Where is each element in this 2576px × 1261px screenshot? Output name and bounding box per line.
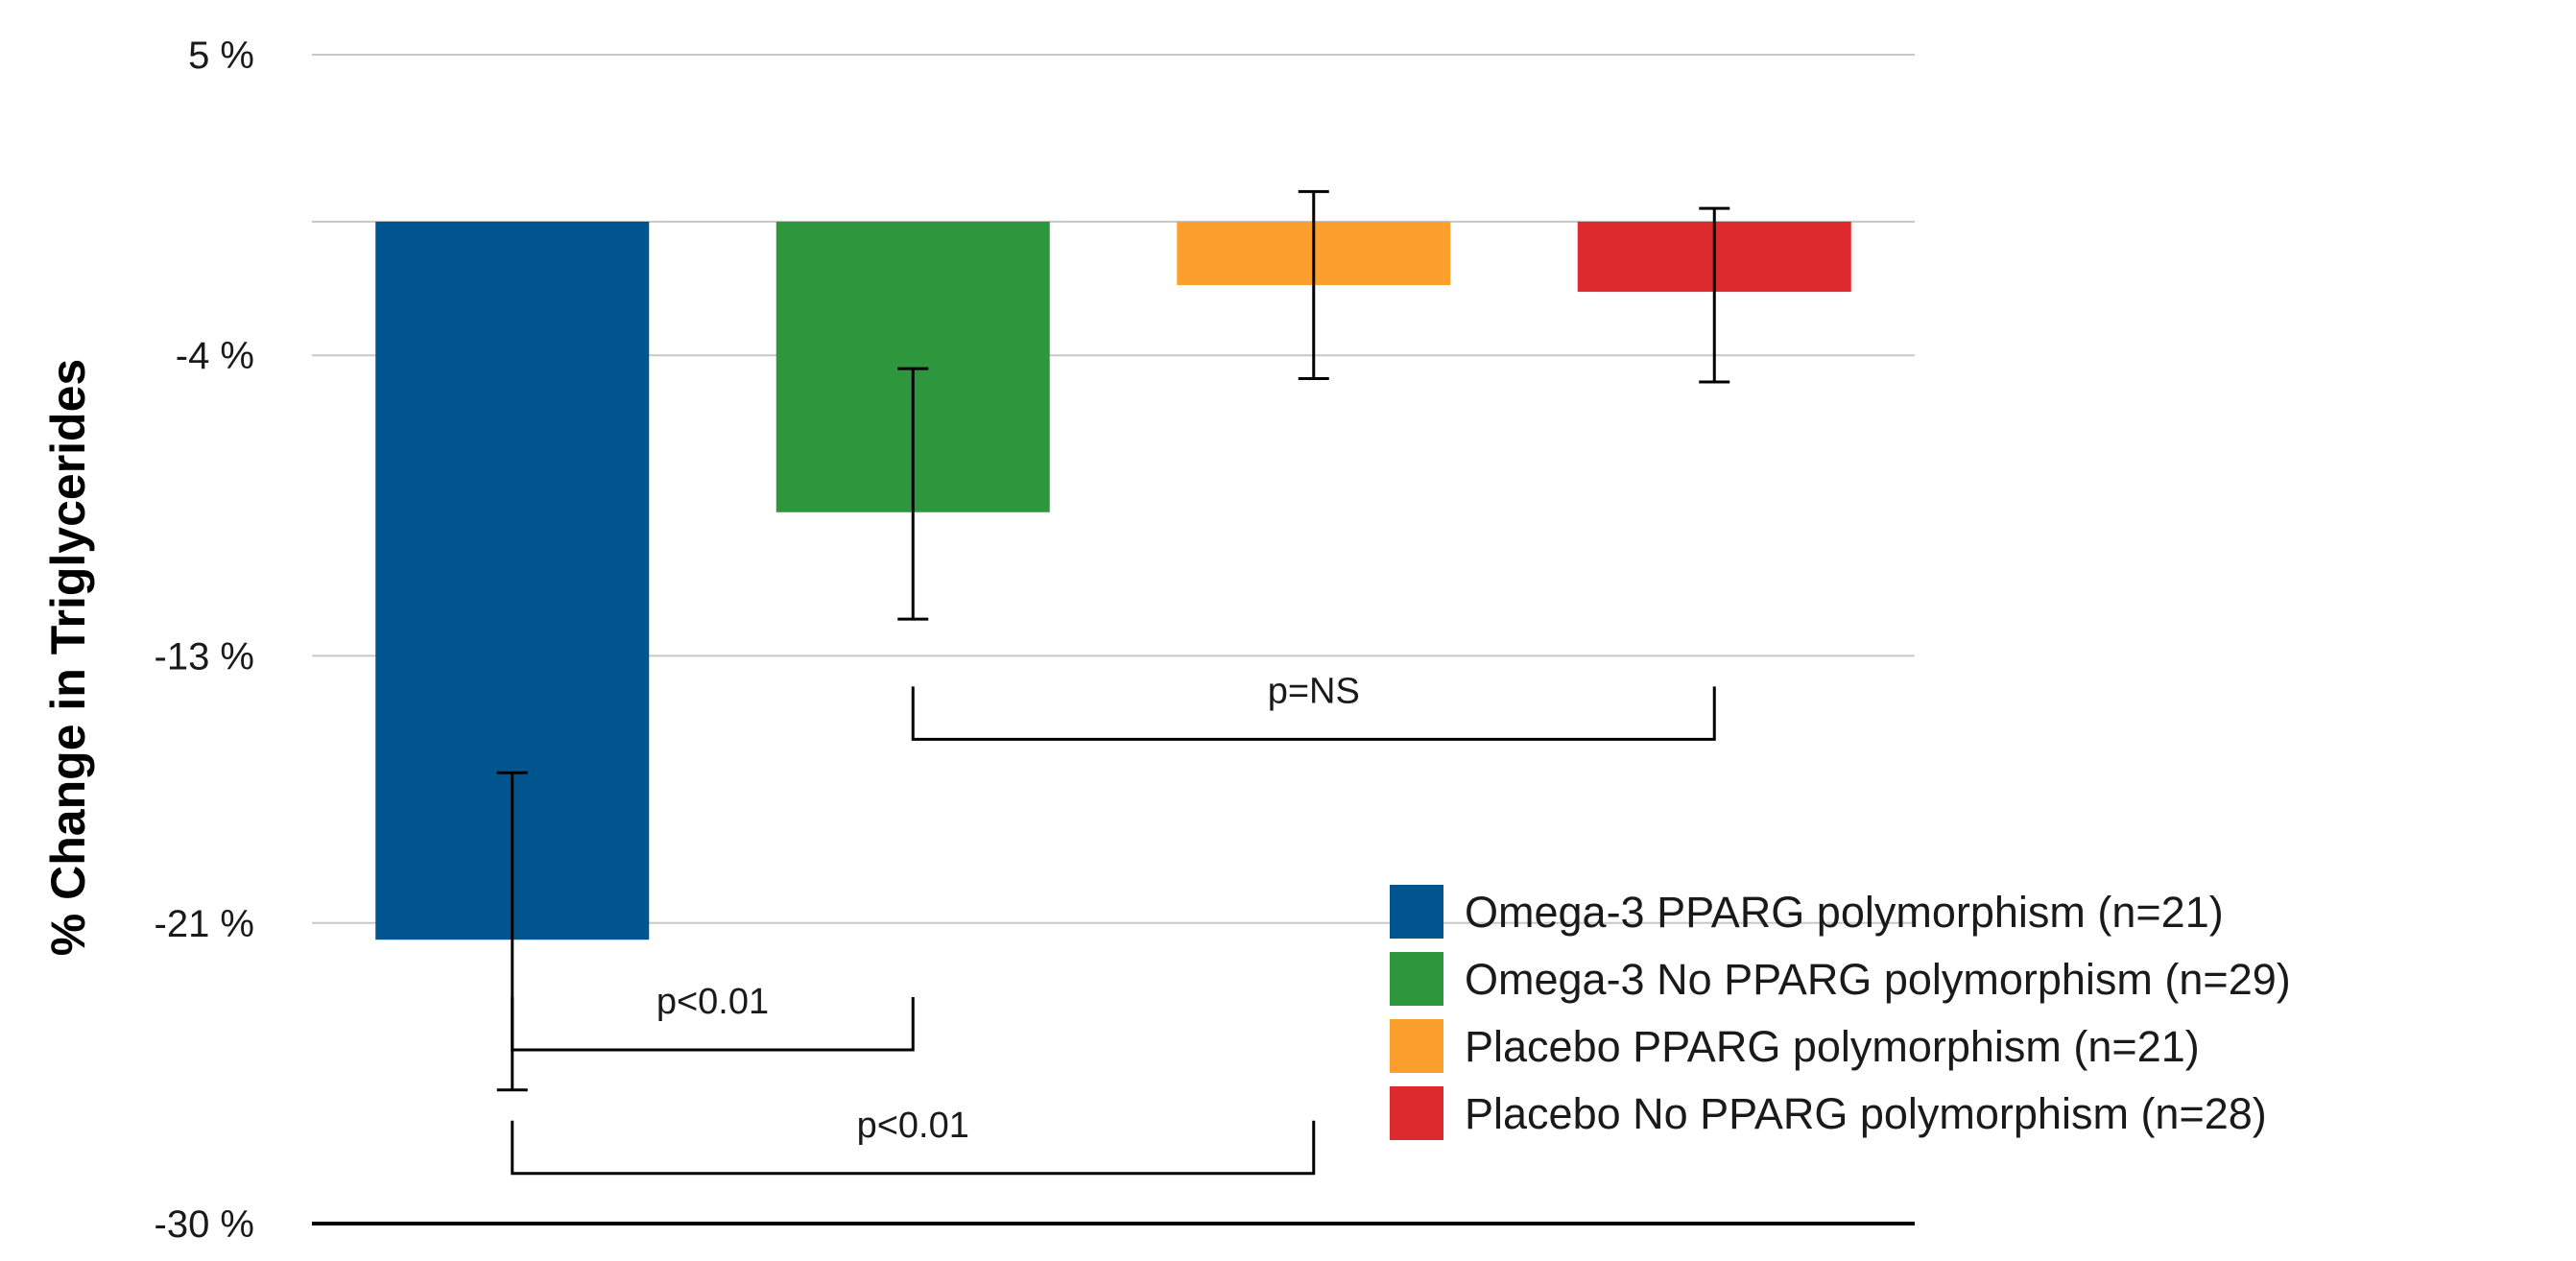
legend-swatch — [1390, 1086, 1443, 1140]
bars — [375, 222, 1851, 940]
y-tick-label: -4 % — [176, 335, 254, 377]
y-tick-label: -30 % — [155, 1203, 255, 1246]
significance-label: p<0.01 — [857, 1106, 969, 1146]
legend-swatch — [1390, 885, 1443, 939]
legend-swatch — [1390, 1019, 1443, 1073]
y-axis-ticks: 5 % -4 % -13 % -21 % -30 % — [155, 35, 255, 1246]
error-bar — [1699, 206, 1730, 384]
legend-swatch — [1390, 952, 1443, 1006]
legend-label: Placebo No PPARG polymorphism (n=28) — [1465, 1089, 2267, 1138]
significance-label: p<0.01 — [656, 982, 769, 1022]
legend-entry: Omega-3 No PPARG polymorphism (n=29) — [1390, 952, 2291, 1006]
legend-label: Omega-3 No PPARG polymorphism (n=29) — [1465, 955, 2291, 1004]
legend: Omega-3 PPARG polymorphism (n=21) Omega-3… — [1390, 885, 2291, 1140]
y-axis-label: % Change in Triglycerides — [41, 359, 95, 956]
y-tick-label: -21 % — [155, 903, 255, 945]
significance-bracket: p<0.01 — [511, 982, 915, 1052]
legend-label: Placebo PPARG polymorphism (n=21) — [1465, 1022, 2200, 1071]
significance-label: p=NS — [1268, 671, 1360, 711]
significance-bracket: p=NS — [911, 671, 1716, 741]
significance-annotations: p=NS p<0.01 p<0.01 — [511, 671, 1716, 1176]
error-bar — [1298, 190, 1329, 381]
legend-entry: Omega-3 PPARG polymorphism (n=21) — [1390, 885, 2224, 939]
y-tick-label: -13 % — [155, 635, 255, 678]
legend-label: Omega-3 PPARG polymorphism (n=21) — [1465, 888, 2224, 937]
legend-entry: Placebo PPARG polymorphism (n=21) — [1390, 1019, 2200, 1073]
legend-entry: Placebo No PPARG polymorphism (n=28) — [1390, 1086, 2267, 1140]
error-bars — [496, 190, 1730, 1092]
significance-bracket: p<0.01 — [511, 1106, 1316, 1176]
error-bar — [897, 367, 929, 621]
y-tick-label: 5 % — [188, 35, 254, 77]
